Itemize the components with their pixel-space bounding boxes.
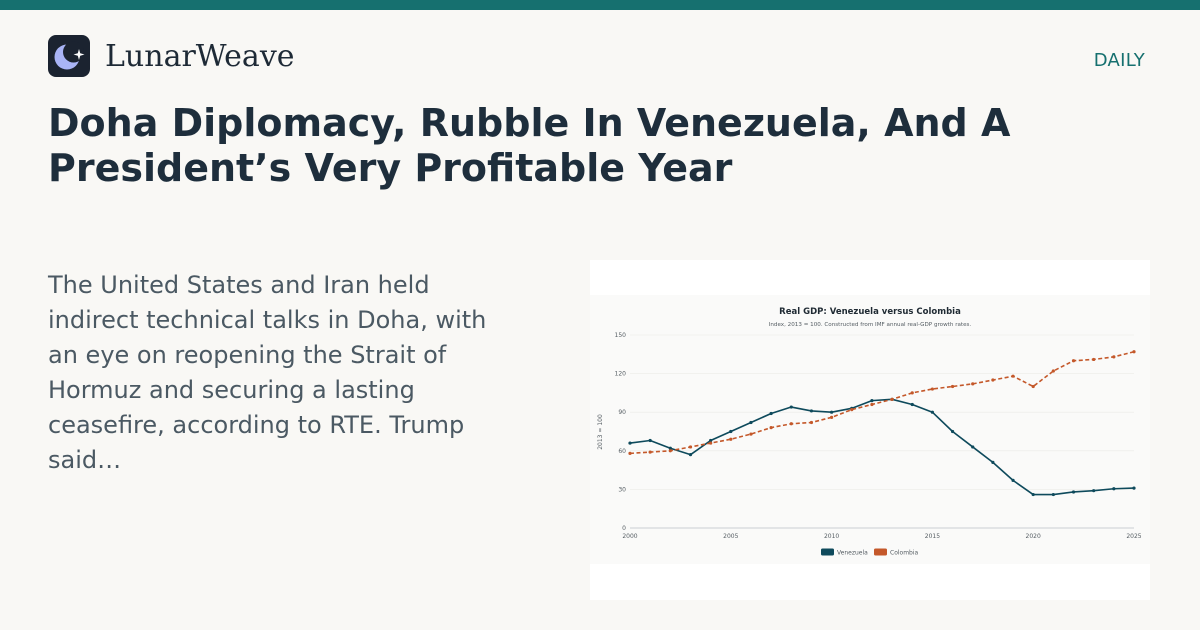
y-tick-label: 0: [622, 525, 626, 532]
y-tick-label: 60: [618, 448, 626, 455]
brand-name[interactable]: LunarWeave: [105, 39, 295, 74]
data-point-venezuela: [789, 405, 793, 409]
data-point-venezuela: [809, 409, 814, 413]
article-headline: Doha Diplomacy, Rubble In Venezuela, And…: [48, 101, 1011, 190]
data-point-colombia: [1051, 369, 1055, 373]
crescent-moon-star-icon[interactable]: [48, 35, 90, 77]
legend-label: Colombia: [890, 550, 919, 557]
data-point-colombia: [930, 387, 934, 391]
data-point-venezuela: [1011, 478, 1015, 482]
data-point-venezuela: [971, 445, 975, 449]
data-point-venezuela: [769, 411, 773, 416]
data-point-colombia: [1011, 374, 1015, 378]
data-point-venezuela: [729, 429, 733, 434]
legend-swatch-venezuela: [821, 548, 834, 556]
data-point-colombia: [749, 432, 753, 436]
data-point-venezuela: [688, 453, 693, 457]
data-point-colombia: [991, 378, 995, 382]
data-point-colombia: [971, 382, 975, 386]
data-point-colombia: [1031, 384, 1035, 389]
series-line-venezuela: [629, 398, 1135, 496]
article-summary: The United States and Iran held indirect…: [48, 271, 487, 474]
y-tick-label: 120: [615, 371, 627, 378]
data-point-colombia: [830, 415, 834, 419]
data-point-venezuela: [709, 438, 713, 443]
x-tick-label: 2005: [723, 533, 738, 540]
top-accent-bar: [0, 0, 1200, 10]
data-point-venezuela: [1031, 492, 1035, 497]
section-label[interactable]: DAILY: [1093, 50, 1145, 71]
x-tick-label: 2020: [1026, 533, 1041, 540]
x-tick-label: 2000: [622, 533, 637, 540]
data-point-venezuela: [910, 402, 914, 407]
y-tick-label: 150: [615, 332, 627, 339]
data-point-venezuela: [1112, 487, 1116, 491]
data-point-venezuela: [830, 410, 834, 414]
data-point-colombia: [870, 402, 874, 407]
data-point-colombia: [1092, 357, 1096, 362]
y-tick-label: 90: [618, 409, 626, 416]
data-point-colombia: [809, 420, 814, 425]
data-point-venezuela: [870, 399, 874, 403]
x-tick-label: 2010: [824, 533, 839, 540]
data-point-colombia: [950, 384, 955, 389]
data-point-colombia: [688, 445, 693, 449]
data-point-colombia: [628, 451, 632, 455]
series-line-colombia: [629, 350, 1135, 455]
x-tick-label: 2015: [925, 533, 940, 540]
data-point-venezuela: [1132, 486, 1136, 490]
data-point-venezuela: [1071, 490, 1076, 494]
data-point-venezuela: [930, 410, 934, 414]
data-point-venezuela: [950, 429, 955, 434]
legend-swatch-colombia: [874, 548, 887, 556]
chart-subtitle: Index, 2013 = 100. Constructed from IMF …: [769, 322, 972, 328]
data-point-venezuela: [749, 420, 753, 425]
y-axis-label: 2013 = 100: [597, 414, 604, 450]
gdp-line-chart: 0 30 60 90 120 150 2000 2005 2010 2015 2020 2025 Re…: [597, 307, 1142, 557]
data-point-colombia: [1112, 355, 1116, 359]
y-tick-label: 30: [618, 486, 626, 493]
data-point-colombia: [729, 437, 733, 441]
data-point-colombia: [1071, 359, 1076, 363]
data-point-colombia: [1132, 350, 1136, 354]
data-point-colombia: [789, 422, 793, 426]
data-point-colombia: [890, 397, 894, 401]
data-point-colombia: [769, 426, 773, 430]
data-point-colombia: [648, 450, 652, 454]
data-point-colombia: [850, 408, 854, 412]
data-point-colombia: [709, 441, 713, 445]
data-point-colombia: [910, 391, 914, 395]
data-point-colombia: [668, 449, 672, 453]
legend-label: Venezuela: [837, 550, 868, 557]
data-point-venezuela: [628, 441, 632, 445]
x-tick-label: 2025: [1126, 533, 1141, 540]
data-point-venezuela: [668, 446, 672, 450]
data-point-venezuela: [1092, 489, 1096, 493]
data-point-venezuela: [1051, 492, 1055, 497]
data-point-venezuela: [648, 438, 652, 443]
chart-title: Real GDP: Venezuela versus Colombia: [779, 307, 961, 317]
data-point-venezuela: [991, 460, 995, 464]
chart-panel: [590, 295, 1150, 564]
